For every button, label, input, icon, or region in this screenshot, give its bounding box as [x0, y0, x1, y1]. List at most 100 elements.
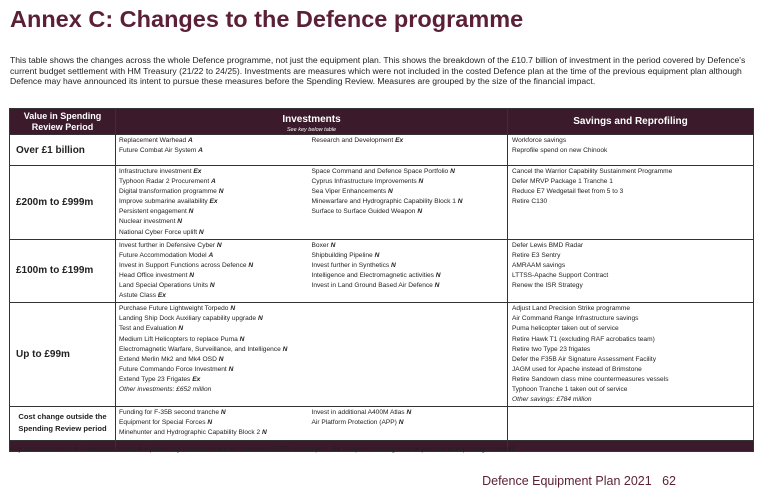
savings-item: Defer the F35B Air Signature Assessment … — [512, 355, 657, 363]
investments-column: Infrastructure investment Ex Typhoon Rada… — [119, 167, 312, 238]
investment-key-marker: Ex — [157, 292, 166, 300]
savings-cell: Cancel the Warrior Capability Sustainmen… — [507, 165, 754, 240]
key-n: N — [73, 446, 79, 453]
investment-item: Test and Evaluation N — [119, 324, 312, 334]
investment-item: Electromagnetic Warfare, Surveillance, a… — [119, 345, 312, 355]
investment-name: Invest in Land Ground Based Air Defence — [311, 282, 433, 290]
investments-cell: Infrastructure investment Ex Typhoon Rada… — [115, 165, 508, 240]
investment-name: Extend Merlin Mk2 and Mk4 OSD — [119, 355, 217, 363]
investments-column: Replacement Warhead A Future Combat Air S… — [119, 136, 312, 156]
footer-doc-title: Defence Equipment Plan 2021 — [482, 474, 652, 488]
investment-name: Cyprus Infrastructure Improvements — [311, 178, 417, 186]
investment-item: Sea Viper Enhancements N — [312, 187, 505, 197]
investment-name: Nuclear investment — [119, 218, 176, 226]
investment-item: Landing Ship Dock Auxiliary capability u… — [119, 314, 312, 324]
table-header-row: Value in Spending Review Period Investme… — [9, 108, 754, 135]
key-n-desc: = new investment, — [80, 446, 136, 453]
investment-name: Sea Viper Enhancements — [311, 188, 387, 196]
investment-key-marker: N — [216, 241, 222, 249]
investment-item: Extend Type 23 Frigates Ex — [119, 375, 312, 385]
table-row: Up to £99m Purchase Future Lightweight To… — [9, 302, 754, 408]
investment-item: Invest in Land Ground Based Air Defence … — [312, 281, 505, 291]
investment-key-marker: N — [398, 419, 404, 427]
savings-cell: Adjust Land Precision Strike programme Ai… — [507, 302, 754, 408]
investment-key-marker: N — [406, 409, 412, 417]
changes-table: Value in Spending Review Period Investme… — [9, 108, 754, 452]
investment-name: Persistent engagement — [119, 208, 187, 216]
investment-key-marker: N — [450, 168, 455, 175]
header-investments: Investments See key below table — [115, 108, 508, 135]
investment-item: Future Combat Air System A — [119, 146, 312, 156]
investments-cell: Replacement Warhead A Future Combat Air S… — [115, 134, 508, 166]
row-value: Cost change outside the Spending Review … — [9, 406, 116, 441]
header-savings: Savings and Reprofiling — [507, 108, 754, 135]
investment-key-marker: N — [388, 188, 393, 196]
other-savings: Other savings: £784 million — [512, 396, 592, 404]
investment-key-marker: N — [248, 261, 254, 269]
investment-name: Invest in Support Functions across Defen… — [119, 261, 247, 269]
investment-name: Replacement Warhead — [119, 137, 187, 144]
savings-item: Retire Hawk T1 (excluding RAF acrobatics… — [512, 335, 655, 343]
investment-item: Research and Development Ex — [312, 136, 505, 146]
investment-name: Astute Class — [119, 292, 157, 300]
investment-name: Shipbuilding Pipeline — [311, 251, 373, 259]
investment-item: Future Accommodation Model A — [119, 251, 312, 261]
investment-name: Equipment for Special Forces — [119, 419, 206, 427]
investment-item: Boxer N — [312, 241, 505, 251]
investments-column: Invest further in Defensive Cyber N Futur… — [119, 241, 312, 302]
investment-item: Medium Lift Helicopters to replace Puma … — [119, 335, 312, 345]
savings-item: Reprofile spend on new Chinook — [512, 147, 608, 155]
savings-item: JAGM used for Apache instead of Brimston… — [512, 365, 642, 373]
table-row: £200m to £999m Infrastructure investment … — [9, 165, 754, 240]
investment-key-marker: N — [391, 261, 396, 269]
savings-cell: Workforce savings Reprofile spend on new … — [507, 134, 754, 166]
investment-key-marker: N — [207, 419, 213, 427]
investment-key-marker: N — [228, 365, 234, 373]
investment-item: Minehunter and Hydrographic Capability B… — [119, 428, 312, 438]
page-footer: Defence Equipment Plan 2021 62 — [482, 474, 676, 488]
savings-item: Adjust Land Precision Strike programme — [512, 305, 631, 313]
investment-key-marker: N — [189, 271, 195, 279]
table-row: Cost change outside the Spending Review … — [9, 406, 754, 441]
investments-column: Invest in additional A400M Atlas N Air Pl… — [312, 408, 505, 438]
savings-item: Cancel the Warrior Capability Sustainmen… — [512, 168, 673, 175]
investment-name: Space Command and Defence Space Portfoli… — [311, 168, 449, 175]
investment-name: Electromagnetic Warfare, Surveillance, a… — [119, 345, 281, 353]
investment-name: Digital transformation programme — [119, 188, 217, 196]
savings-item: Retire C130 — [512, 198, 548, 206]
investment-item: Surface to Surface Guided Weapon N — [312, 207, 505, 217]
savings-item: Puma helicopter taken out of service — [512, 325, 619, 333]
page-title: Annex C: Changes to the Defence programm… — [10, 6, 524, 32]
investment-name: Intelligence and Electromagnetic activit… — [311, 271, 434, 279]
investment-name: National Cyber Force uplift — [119, 228, 198, 236]
savings-item: Air Command Range Infrastructure savings — [512, 315, 639, 323]
investment-key-marker: N — [261, 429, 267, 437]
investment-key-marker: N — [209, 282, 215, 290]
investment-item: Invest further in Defensive Cyber N — [119, 241, 312, 251]
investment-name: Future Commando Force Investment — [119, 365, 227, 373]
investment-item: Persistent engagement N — [119, 207, 312, 217]
investment-item: Infrastructure investment Ex — [119, 167, 312, 177]
investment-key-marker: N — [239, 335, 245, 343]
key-a-desc: = previously announced but not included … — [143, 446, 331, 453]
savings-cell — [507, 406, 754, 441]
investment-name: Test and Evaluation — [119, 325, 177, 333]
savings-item: AMRAAM savings — [512, 261, 566, 269]
investment-item: Air Platform Protection (APP) N — [312, 418, 505, 428]
investment-name: Air Platform Protection (APP) — [311, 419, 397, 427]
table-row: £100m to £199m Invest further in Defensiv… — [9, 238, 754, 304]
investment-item: Astute Class Ex — [119, 291, 312, 301]
header-investments-label: Investments — [282, 114, 341, 125]
investment-item: Funding for F-35B second tranche N — [119, 408, 312, 418]
investment-item: Equipment for Special Forces N — [119, 418, 312, 428]
key-a: A — [137, 446, 143, 453]
investment-key-marker: N — [218, 188, 224, 196]
investments-columns: Funding for F-35B second tranche N Equipm… — [116, 407, 507, 439]
investment-key: Key for investments: N = new investment,… — [10, 446, 515, 453]
investment-item: Head Office investment N — [119, 271, 312, 281]
investment-item: Land Special Operations Units N — [119, 281, 312, 291]
savings-cell: Defer Lewis BMD Radar Retire E3 Sentry AMR… — [507, 238, 754, 304]
investments-columns: Invest further in Defensive Cyber N Futur… — [116, 240, 507, 303]
savings-item: Renew the ISR Strategy — [512, 282, 583, 290]
investment-key-marker: N — [417, 208, 423, 216]
